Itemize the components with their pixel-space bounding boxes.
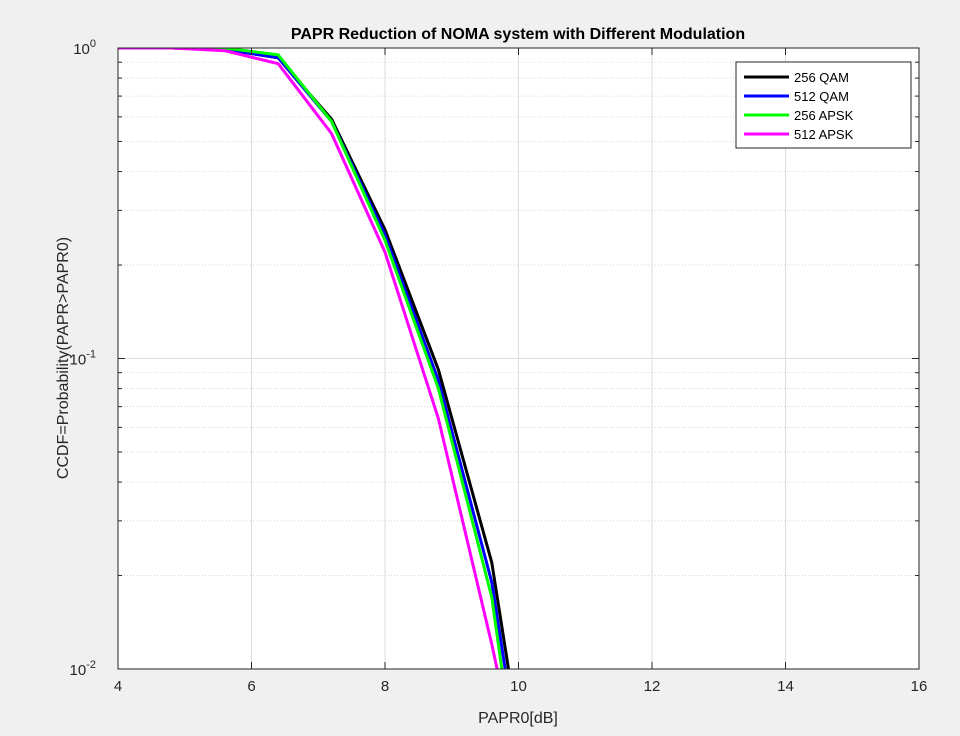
chart-title: PAPR Reduction of NOMA system with Diffe… [291,26,745,43]
legend-label-256-qam: 256 QAM [794,70,849,85]
x-tick-label: 12 [644,678,661,695]
x-tick-label: 4 [114,678,122,695]
legend-label-512-apsk: 512 APSK [794,127,854,142]
x-tick-label: 6 [247,678,255,695]
grid [118,48,919,669]
x-tick-label: 14 [777,678,794,695]
legend-label-256-apsk: 256 APSK [794,108,854,123]
x-tick-label: 8 [381,678,389,695]
x-tick-label: 16 [911,678,928,695]
y-axis-label: CCDF=Probability(PAPR>PAPR0) [55,237,72,479]
ticks: 4 6 8 10 12 14 16 10-2 10-1 100 [70,38,928,695]
x-tick-label: 10 [510,678,527,695]
series-line-512-apsk [118,48,499,669]
legend-label-512-qam: 512 QAM [794,89,849,104]
y-tick-label: 100 [73,38,96,58]
x-axis-label: PAPR0[dB] [478,710,558,727]
legend: 256 QAM 512 QAM 256 APSK 512 APSK [735,61,912,149]
y-tick-label: 10-2 [70,659,96,679]
series-line-256-apsk [118,48,504,669]
y-tick-label: 10-1 [70,349,96,369]
